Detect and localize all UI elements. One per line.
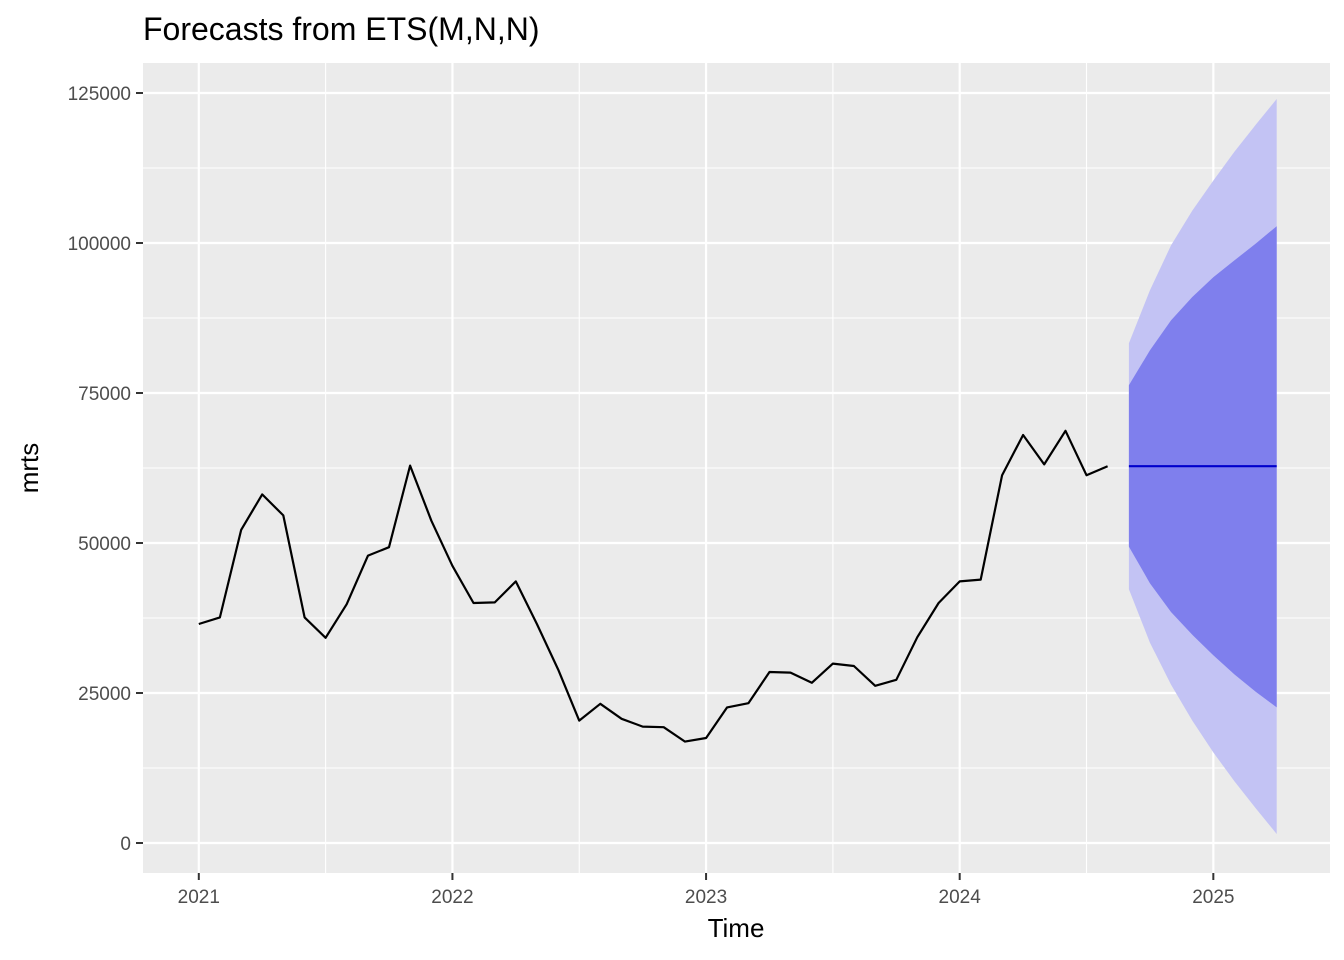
- chart-title: Forecasts from ETS(M,N,N): [143, 11, 539, 47]
- y-tick-label: 75000: [78, 384, 131, 405]
- observed-series-line: [198, 429, 1109, 743]
- x-tick-label: 2025: [1192, 887, 1234, 908]
- y-axis-title: mrts: [14, 443, 44, 494]
- x-axis-title: Time: [708, 913, 765, 943]
- x-tick-label: 2024: [939, 887, 982, 908]
- y-tick-label: 0: [120, 834, 131, 855]
- x-tick-label: 2023: [685, 887, 727, 908]
- y-tick-label: 50000: [78, 534, 131, 555]
- y-tick-label: 25000: [78, 684, 131, 705]
- y-tick-label: 125000: [68, 84, 131, 105]
- series-lines: [198, 429, 1277, 743]
- y-tick-label: 100000: [68, 234, 131, 255]
- x-tick-label: 2021: [178, 887, 220, 908]
- minor-gridlines: [143, 63, 1330, 873]
- y-axis: 0 25000 50000 75000 100000 125000: [68, 84, 143, 855]
- x-axis: 2021 2022 2023 2024 2025: [178, 873, 1234, 908]
- x-tick-label: 2022: [431, 887, 473, 908]
